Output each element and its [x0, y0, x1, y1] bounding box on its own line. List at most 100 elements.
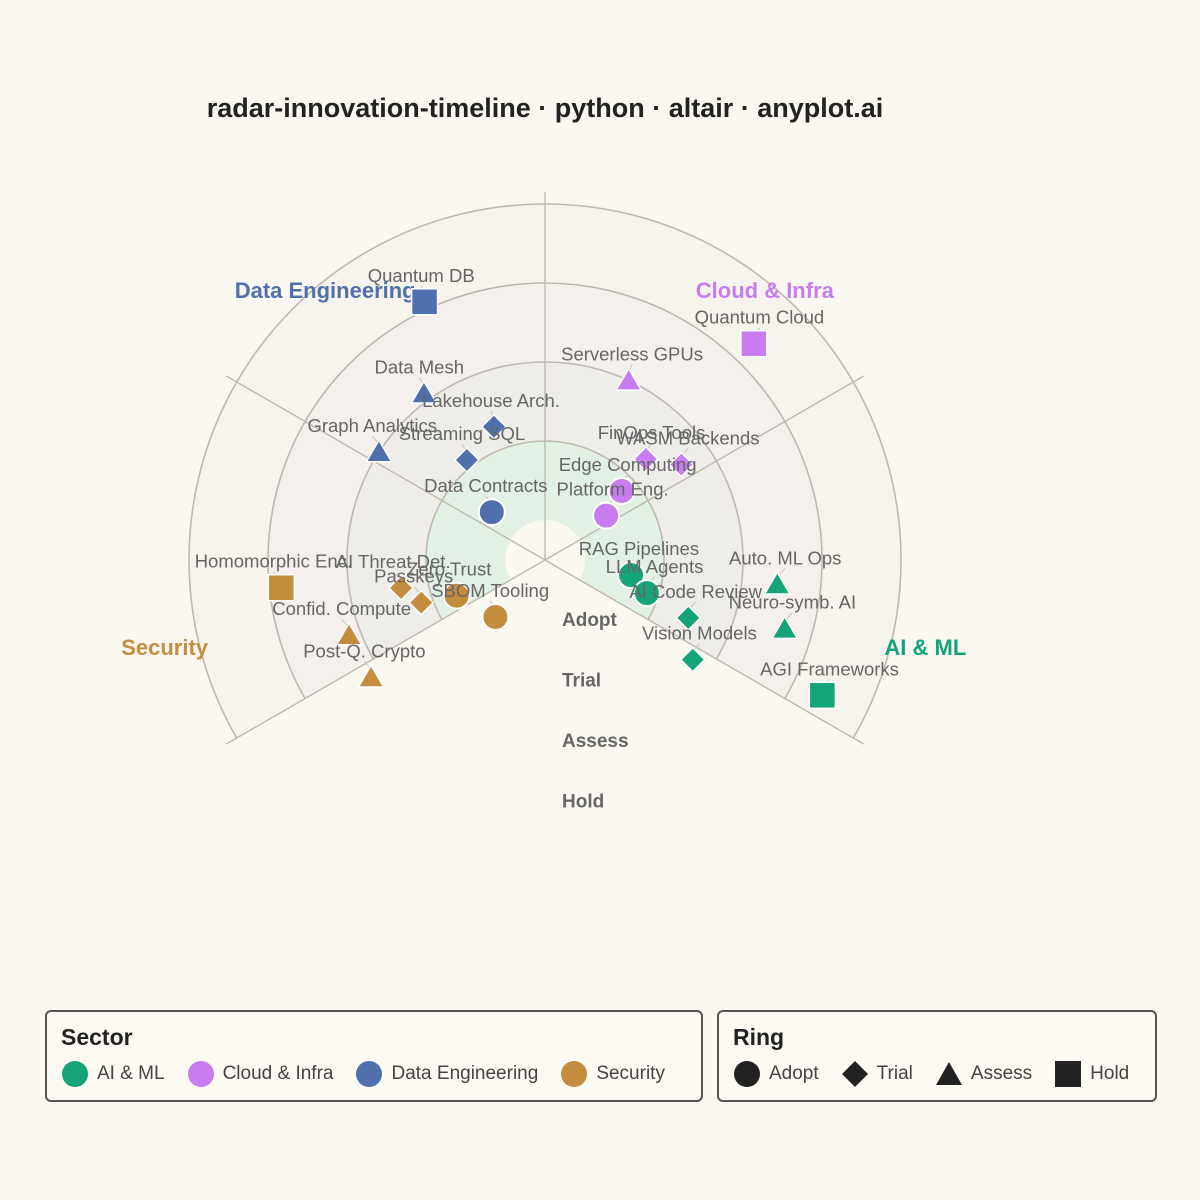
point-label-agi-frameworks: AGI Frameworks: [760, 658, 899, 679]
legend-swatch-ai-ml: [62, 1061, 88, 1087]
legend-label-cloud-infra: Cloud & Infra: [222, 1063, 334, 1084]
ring-label-adopt: Adopt: [562, 610, 618, 631]
ring-label-trial: Trial: [562, 671, 601, 692]
point-label-ai-threat-det: AI Threat Det.: [336, 551, 451, 572]
legend-item-hold: Hold: [1054, 1060, 1129, 1088]
point-label-graph-analytics: Graph Analytics: [307, 415, 437, 436]
point-lakehouse-arch: [480, 413, 507, 440]
point-rag-pipelines: [617, 561, 646, 590]
sector-legend-title: Sector: [61, 1024, 133, 1050]
sector-divider-4: [544, 559, 865, 745]
point-data-mesh: [410, 379, 438, 404]
sector-label-data-engineering: Data Engineering: [235, 278, 416, 303]
point-label-llm-agents: LLM Agents: [606, 556, 704, 577]
point-label-edge-computing: Edge Computing: [559, 454, 697, 475]
ring-band-trial: [347, 362, 743, 659]
ring-legend: Ring Adopt Trial Assess Hold: [717, 1010, 1157, 1102]
point-zero-trust: [442, 581, 471, 610]
point-graph-analytics: [365, 438, 393, 463]
point-ai-threat-det: [387, 574, 415, 602]
legend-label-ai-ml: AI & ML: [97, 1063, 165, 1084]
sector-divider-1: [225, 375, 546, 561]
point-post-q-crypto: [357, 663, 385, 688]
legend-swatch-security: [561, 1061, 588, 1087]
point-label-rag-pipelines: RAG Pipelines: [579, 538, 699, 559]
point-ai-code-review: [675, 604, 702, 631]
point-quantum-cloud: [740, 329, 768, 358]
point-llm-agents: [632, 579, 661, 608]
ring-labels: Adopt Trial Assess Hold: [562, 610, 629, 813]
point-label-vision-models: Vision Models: [642, 623, 757, 644]
point-data-contracts: [477, 498, 506, 527]
legend-swatch-data-engineering: [356, 1061, 383, 1087]
grid-lines: [188, 192, 902, 745]
point-label-serverless-gpus: Serverless GPUs: [561, 344, 703, 365]
ring-label-assess: Assess: [562, 731, 629, 752]
point-passkeys: [408, 589, 435, 616]
point-wasm-backends: [668, 451, 695, 478]
sector-label-ai-ml: AI & ML: [884, 635, 966, 660]
point-homomorphic-enc: [267, 573, 296, 602]
point-streaming-sql: [453, 446, 480, 474]
point-label-post-q-crypto: Post-Q. Crypto: [303, 640, 425, 661]
legend-symbol-trial: [841, 1061, 868, 1087]
sector-labels: AI & ML Cloud & Infra Data Engineering Secu…: [121, 278, 966, 660]
point-edge-computing: [607, 476, 636, 505]
point-vision-models: [679, 646, 706, 673]
legend-label-assess: Assess: [970, 1063, 1033, 1084]
point-label-platform-eng: Platform Eng.: [557, 479, 669, 500]
point-neuro-symb-ai: [770, 615, 799, 640]
sector-label-security: Security: [121, 635, 209, 660]
legend-item-ai-ml: AI & ML: [61, 1060, 165, 1088]
point-label-auto-ml-ops: Auto. ML Ops: [729, 547, 841, 568]
legend-item-cloud-infra: Cloud & Infra: [187, 1060, 334, 1088]
point-label-confid-compute: Confid. Compute: [272, 598, 411, 619]
legend-symbol-hold: [1055, 1061, 1082, 1087]
legend-label-hold: Hold: [1090, 1063, 1130, 1084]
sector-label-cloud-infra: Cloud & Infra: [696, 278, 835, 303]
point-platform-eng: [592, 501, 621, 530]
legend-label-adopt: Adopt: [769, 1063, 819, 1084]
legend-label-data-engineering: Data Engineering: [391, 1063, 539, 1084]
point-label-passkeys: Passkeys: [374, 566, 453, 587]
point-label-quantum-cloud: Quantum Cloud: [695, 307, 825, 328]
legend-item-assess: Assess: [935, 1060, 1032, 1088]
legend-item-adopt: Adopt: [733, 1060, 819, 1088]
sector-legend: Sector AI & ML Cloud & Infra Data Engineer…: [45, 1010, 703, 1102]
point-label-streaming-sql: Streaming SQL: [399, 423, 525, 444]
ring-label-hold: Hold: [562, 792, 604, 813]
chart-title: radar-innovation-timeline · python · alt…: [207, 93, 884, 123]
legend-symbol-adopt: [734, 1061, 760, 1087]
point-label-wasm-backends: WASM Backends: [616, 428, 759, 449]
sector-divider-3: [544, 375, 865, 561]
radar-chart: radar-innovation-timeline · python · alt…: [121, 93, 966, 813]
sector-divider-0: [225, 559, 546, 745]
point-label-zero-trust: Zero Trust: [407, 559, 491, 580]
ring-bands: [189, 204, 901, 739]
point-label-sbom-tooling: SBOM Tooling: [431, 580, 549, 601]
sector-legend-items: AI & ML Cloud & Infra Data Engineering Secu…: [61, 1060, 665, 1088]
point-agi-frameworks: [808, 681, 837, 710]
point-label-data-contracts: Data Contracts: [424, 475, 547, 496]
ring-legend-items: Adopt Trial Assess Hold: [733, 1060, 1129, 1088]
point-label-neuro-symb-ai: Neuro-symb. AI: [729, 592, 857, 613]
point-sbom-tooling: [481, 603, 510, 632]
ring-band-adopt: [425, 441, 664, 620]
legend-label-trial: Trial: [876, 1063, 913, 1084]
point-serverless-gpus: [614, 367, 643, 391]
legend-item-security: Security: [560, 1060, 665, 1088]
point-label-lakehouse-arch: Lakehouse Arch.: [422, 390, 560, 411]
legend-symbol-assess: [935, 1062, 962, 1085]
point-label-homomorphic-enc: Homomorphic Enc.: [195, 551, 352, 572]
ring-legend-title: Ring: [733, 1024, 785, 1050]
point-auto-ml-ops: [763, 570, 792, 595]
legend-item-trial: Trial: [841, 1060, 913, 1088]
legend-label-security: Security: [596, 1063, 665, 1084]
legend-item-data-engineering: Data Engineering: [355, 1060, 538, 1088]
point-finops-tools: [632, 446, 659, 473]
point-confid-compute: [335, 621, 363, 646]
point-label-quantum-db: Quantum DB: [368, 265, 475, 286]
point-label-data-mesh: Data Mesh: [375, 356, 464, 377]
